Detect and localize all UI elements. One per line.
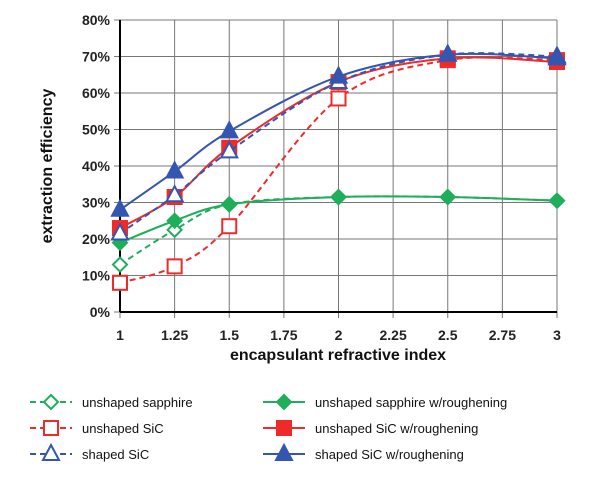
y-tick-label: 10%: [82, 268, 111, 284]
data-point: [220, 195, 238, 213]
x-tick-label: 1.75: [270, 327, 297, 343]
legend-marker: [274, 442, 294, 461]
series-line: [119, 52, 558, 235]
x-tick-label: 1.25: [161, 327, 188, 343]
x-tick-label: 2: [335, 327, 343, 343]
y-tick-label: 30%: [82, 195, 111, 211]
legend-label: shaped SiC w/roughening: [315, 447, 464, 462]
data-point: [164, 184, 185, 203]
data-point: [166, 212, 184, 230]
data-point: [110, 222, 130, 241]
data-point: [166, 221, 184, 239]
series-line: [119, 56, 558, 284]
data-point: [547, 47, 567, 66]
data-point: [164, 160, 185, 179]
data-point: [330, 188, 347, 206]
data-point: [439, 188, 457, 206]
data-point: [330, 90, 347, 107]
data-point: [112, 274, 128, 291]
series-group: [110, 43, 567, 291]
data-point: [221, 218, 238, 235]
legend-label: unshaped SiC w/roughening: [315, 421, 478, 436]
y-axis-label: extraction efficiency: [39, 89, 56, 244]
legend-label: shaped SiC: [82, 447, 149, 462]
data-point: [438, 43, 458, 62]
data-point: [166, 258, 183, 275]
data-point: [219, 140, 239, 159]
legend: unshaped sapphire unshaped sapphire w/rou…: [30, 393, 507, 462]
data-point: [548, 192, 566, 210]
x-tick-label: 1: [116, 327, 124, 343]
x-axis-label: encapsulant refractive index: [230, 347, 446, 364]
y-tick-label: 50%: [82, 122, 111, 138]
legend-marker: [42, 393, 60, 411]
legend-label: unshaped sapphire w/roughening: [315, 395, 507, 410]
legend-marker: [43, 420, 59, 436]
legend-marker: [275, 393, 293, 411]
y-tick-label: 70%: [82, 49, 111, 65]
y-tick-label: 80%: [82, 12, 111, 28]
x-tick-label: 3: [553, 327, 561, 343]
x-tick-label: 2.5: [438, 327, 458, 343]
x-tick-label: 2.25: [380, 327, 407, 343]
data-point: [219, 120, 239, 139]
legend-label: unshaped SiC: [82, 421, 164, 436]
y-tick-label: 20%: [82, 231, 111, 247]
data-point: [328, 65, 349, 84]
x-tick-label: 2.75: [489, 327, 516, 343]
tick-labels: 1 1.25 1.5 1.75 2 2.25 2.5 2.75 30%10%20%30%40%5…: [82, 12, 561, 343]
grid: [114, 19, 558, 318]
legend-marker: [41, 442, 61, 461]
legend-marker: [276, 420, 292, 436]
x-tick-label: 1.5: [220, 327, 240, 343]
data-point: [110, 198, 130, 217]
y-tick-label: 40%: [82, 158, 111, 174]
y-tick-label: 0%: [90, 304, 111, 320]
y-tick-label: 60%: [82, 85, 111, 101]
data-point: [111, 256, 129, 273]
legend-label: unshaped sapphire: [82, 395, 193, 410]
